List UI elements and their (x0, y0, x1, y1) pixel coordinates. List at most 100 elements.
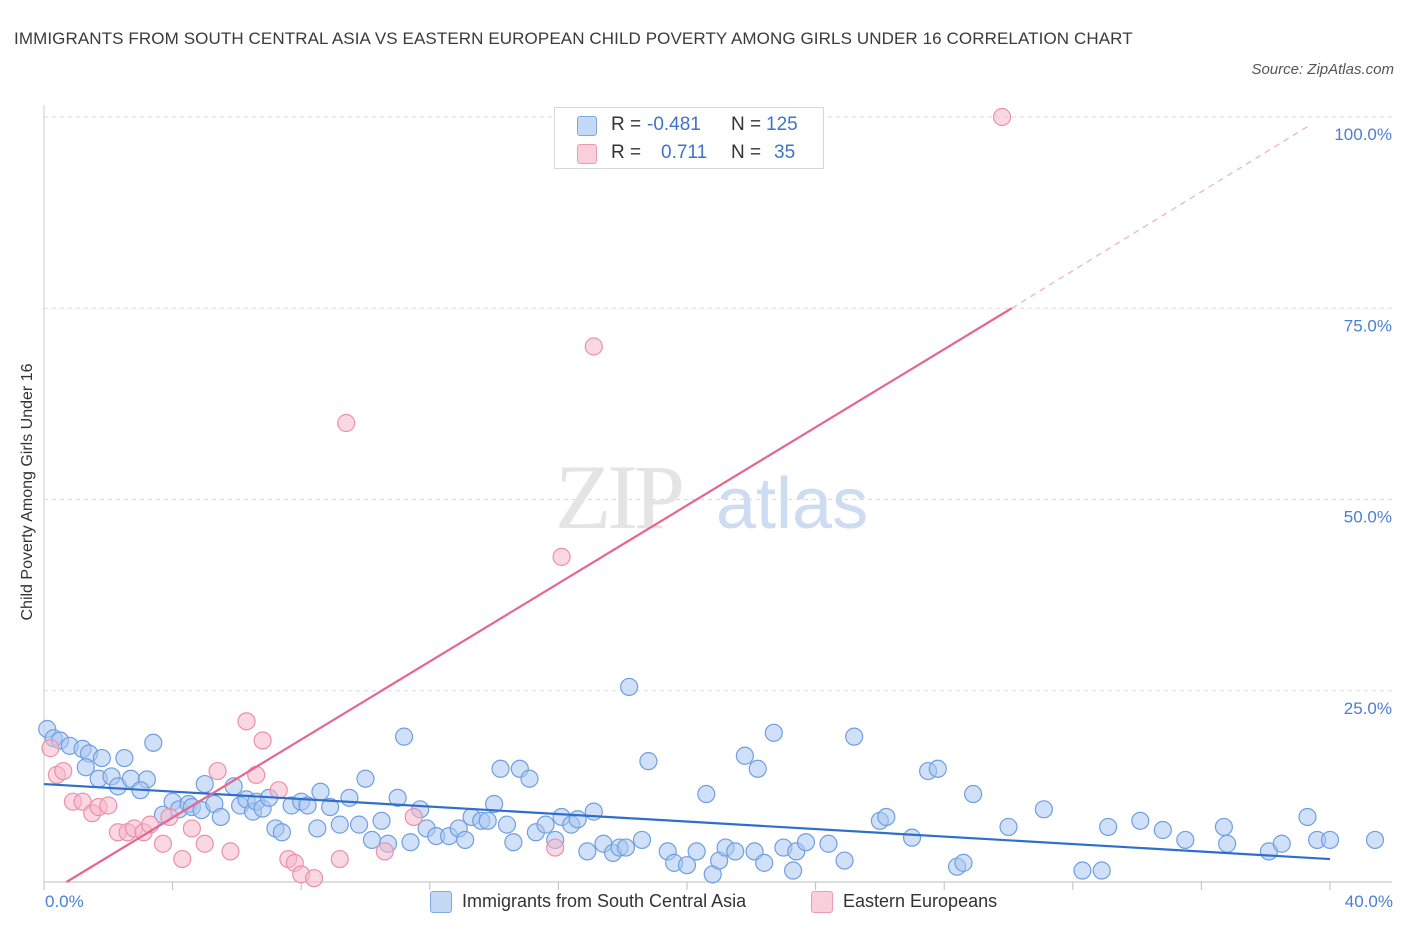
data-point-immigrants (578, 842, 597, 861)
data-point-immigrants (1214, 817, 1234, 837)
legend-n-key: N = (731, 114, 762, 135)
data-point-immigrants (928, 759, 947, 778)
data-point-immigrants (349, 815, 369, 834)
legend-r-key: R = (611, 142, 642, 163)
data-point-immigrants (311, 782, 330, 801)
source-label: Source: ZipAtlas.com (1251, 61, 1394, 78)
data-point-immigrants (1092, 861, 1111, 880)
trend-line-immigrants (43, 782, 1331, 861)
data-point-immigrants (115, 748, 134, 768)
legend-n-value: 35 (774, 142, 796, 163)
data-point-immigrants (783, 861, 803, 880)
data-point-immigrants (748, 759, 767, 778)
data-point-immigrants (726, 842, 745, 861)
data-point-eastern-europeans (552, 547, 571, 566)
watermark: ZIP atlas (555, 446, 868, 548)
x-tick-label: 0.0% (45, 892, 84, 911)
data-point-eastern-europeans (182, 819, 201, 838)
data-point-immigrants (401, 833, 420, 852)
data-point-immigrants (388, 788, 407, 807)
data-point-immigrants (1320, 830, 1340, 850)
data-point-immigrants (1365, 830, 1385, 850)
data-point-eastern-europeans (153, 834, 173, 853)
data-point-immigrants (568, 810, 587, 829)
legend-stats: R = -0.481 N = 125 R = 0.711 N = 35 (554, 107, 824, 169)
y-tick-label: 100.0% (1334, 125, 1392, 144)
data-point-eastern-europeans (375, 842, 394, 861)
legend-swatch-pink (577, 144, 597, 164)
x-tick-label: 40.0% (1345, 892, 1393, 911)
data-point-immigrants (321, 797, 340, 817)
trend-line-eastern-europeans (65, 307, 1013, 883)
data-point-immigrants (845, 727, 864, 746)
data-point-eastern-europeans (247, 765, 266, 785)
data-point-eastern-europeans (173, 849, 192, 869)
data-point-immigrants (456, 830, 475, 850)
data-point-eastern-europeans (253, 731, 272, 750)
chart-title: IMMIGRANTS FROM SOUTH CENTRAL ASIA VS EA… (14, 29, 1133, 48)
data-point-eastern-europeans (237, 712, 256, 731)
data-point-immigrants (639, 752, 658, 771)
data-point-immigrants (372, 811, 391, 830)
data-point-immigrants (764, 723, 783, 742)
y-tick-label: 75.0% (1344, 316, 1392, 335)
data-point-eastern-europeans (99, 796, 118, 815)
y-tick-label: 25.0% (1344, 699, 1392, 718)
data-point-immigrants (497, 815, 517, 834)
data-point-immigrants (144, 733, 163, 752)
watermark-atlas: atlas (716, 464, 868, 544)
data-point-immigrants (1218, 834, 1237, 853)
data-point-immigrants (536, 815, 555, 834)
legend-r-key: R = (611, 114, 642, 135)
legend-swatch-pink (811, 891, 833, 913)
data-point-immigrants (211, 807, 230, 827)
legend-n-key: N = (731, 142, 762, 163)
data-point-immigrants (195, 774, 214, 794)
data-point-immigrants (504, 833, 523, 852)
legend-r-value: -0.481 (647, 114, 701, 135)
data-point-immigrants (485, 794, 504, 814)
data-point-eastern-europeans (221, 842, 240, 861)
legend-series: Immigrants from South Central Asia Easte… (0, 888, 1406, 916)
legend-label: Eastern Europeans (843, 891, 998, 911)
data-point-immigrants (298, 796, 317, 815)
data-point-eastern-europeans (546, 838, 565, 857)
legend-swatch-blue (430, 891, 452, 913)
data-point-immigrants (76, 758, 95, 777)
data-point-immigrants (964, 784, 983, 804)
data-point-immigrants (620, 677, 639, 697)
data-point-immigrants (697, 784, 716, 804)
data-point-immigrants (999, 817, 1018, 837)
data-point-eastern-europeans (584, 337, 603, 356)
data-point-immigrants (520, 769, 539, 788)
data-point-immigrants (1099, 817, 1118, 837)
data-point-immigrants (1176, 830, 1195, 850)
legend-swatch-blue (577, 116, 597, 136)
data-point-eastern-europeans (992, 107, 1012, 127)
data-point-immigrants (677, 856, 697, 875)
data-point-immigrants (330, 815, 349, 834)
data-point-immigrants (92, 748, 111, 768)
data-point-eastern-europeans (54, 761, 73, 781)
data-point-immigrants (1153, 820, 1172, 840)
data-point-immigrants (1131, 811, 1150, 830)
data-point-immigrants (1272, 834, 1291, 853)
data-point-immigrants (796, 833, 816, 852)
data-point-immigrants (877, 807, 896, 827)
data-point-immigrants (835, 851, 854, 870)
data-point-immigrants (687, 842, 706, 861)
data-point-immigrants (308, 819, 327, 838)
data-point-immigrants (819, 834, 838, 853)
watermark-zip: ZIP (555, 446, 682, 548)
data-point-eastern-europeans (330, 849, 349, 869)
data-point-eastern-europeans (404, 807, 423, 827)
data-point-immigrants (632, 830, 652, 850)
legend-r-value: 0.711 (661, 142, 708, 163)
legend-label: Immigrants from South Central Asia (462, 891, 747, 911)
data-point-immigrants (272, 823, 292, 842)
data-point-immigrants (1073, 861, 1092, 880)
data-point-immigrants (356, 769, 375, 788)
data-point-eastern-europeans (269, 781, 288, 800)
data-point-eastern-europeans (208, 761, 227, 781)
